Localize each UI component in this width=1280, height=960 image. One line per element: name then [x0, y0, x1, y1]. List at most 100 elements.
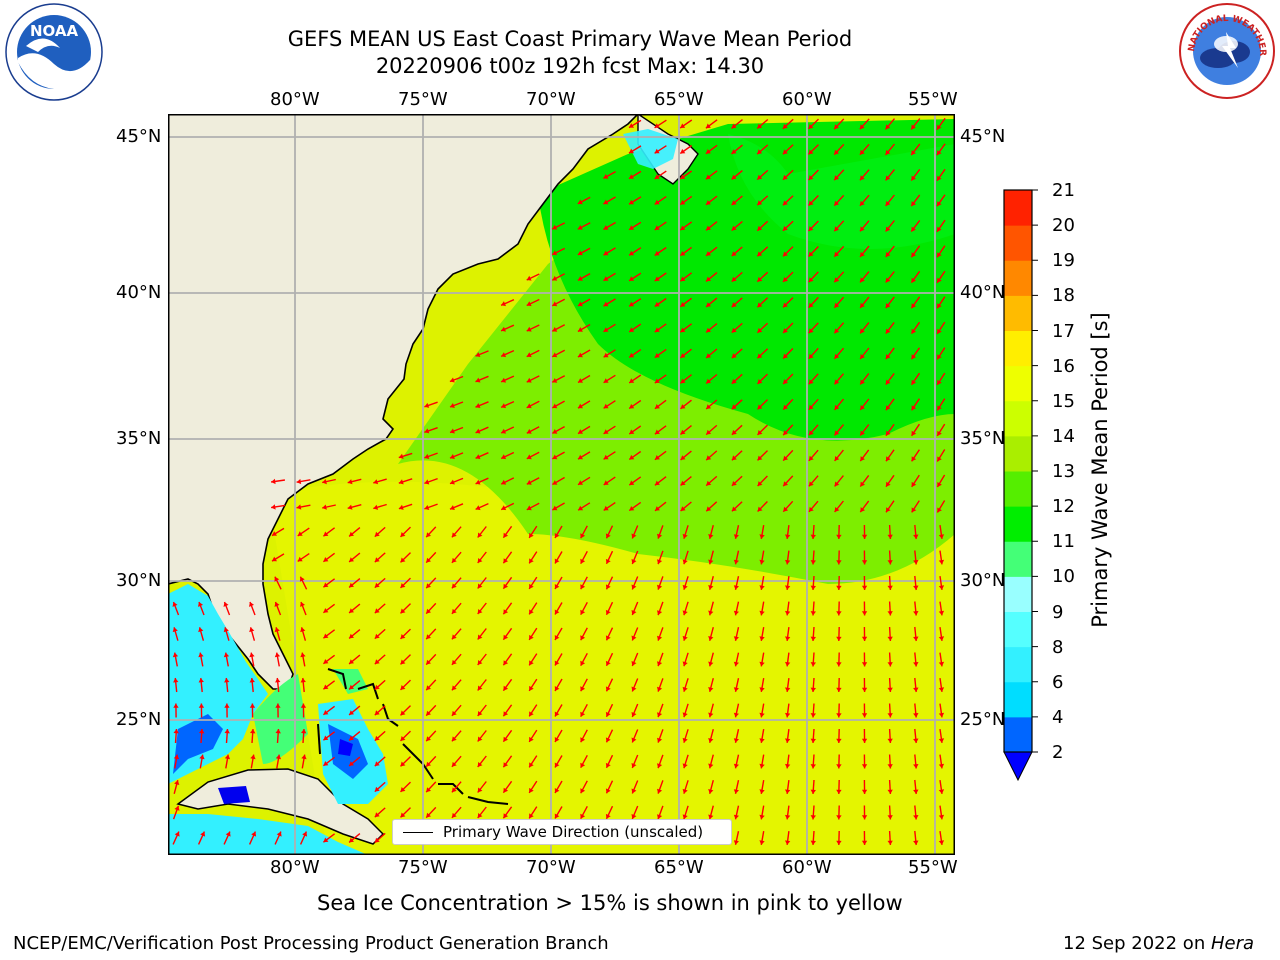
- wave-arrow-head: [682, 533, 688, 539]
- wave-arrow-head: [274, 602, 280, 607]
- wave-arrow-head: [682, 610, 688, 616]
- wave-arrow-head: [477, 532, 483, 538]
- wave-arrow-head: [859, 175, 865, 181]
- wave-arrow-head: [552, 454, 558, 460]
- wave-arrow-head: [477, 736, 483, 742]
- wave-arrow-head: [475, 377, 481, 383]
- wave-arrow-head: [937, 379, 942, 385]
- lon-tick-top-70w: 70°W: [526, 89, 576, 110]
- wave-arrow-head: [577, 352, 583, 358]
- wave-arrow-head: [526, 301, 532, 307]
- wave-arrow-head: [757, 149, 763, 155]
- lon-tick-bottom-80w: 80°W: [270, 857, 320, 878]
- map-frame: [168, 114, 955, 855]
- wave-arrow-head: [913, 738, 919, 743]
- wave-arrow-head: [705, 149, 711, 154]
- wave-arrow-head: [347, 479, 353, 485]
- wave-arrow-head: [629, 327, 635, 332]
- wave-arrow-head: [271, 504, 276, 510]
- wave-arrow-head: [911, 201, 916, 207]
- wave-arrow-head: [757, 302, 763, 308]
- colorbar-tick-label: 4: [1052, 706, 1064, 728]
- wave-arrow-head: [654, 378, 660, 384]
- wave-arrow-head: [810, 611, 816, 616]
- wave-arrow-head: [708, 636, 714, 641]
- wave-arrow-head: [810, 840, 816, 845]
- wave-arrow-head: [552, 224, 558, 230]
- wave-arrow-head: [503, 711, 509, 717]
- wave-arrow-head: [834, 353, 840, 359]
- chart-title: GEFS MEAN US East Coast Primary Wave Mea…: [250, 26, 890, 80]
- wave-arrow-head: [913, 611, 919, 616]
- wave-arrow-head: [759, 585, 765, 590]
- wave-arrow-head: [834, 430, 840, 436]
- credit-text: NCEP/EMC/Verification Post Processing Pr…: [13, 933, 609, 954]
- wave-arrow-head: [577, 327, 583, 332]
- wave-arrow-head: [938, 534, 945, 539]
- wave-arrow-head: [808, 379, 814, 385]
- wave-arrow-head: [503, 558, 509, 564]
- wave-arrow-head: [578, 454, 583, 460]
- wave-arrow-head: [938, 610, 945, 616]
- wave-arrow-head: [810, 789, 816, 794]
- wave-arrow-head: [605, 737, 611, 743]
- wave-arrow-head: [349, 761, 354, 766]
- wave-arrow-head: [605, 635, 611, 641]
- wave-arrow-head: [475, 352, 481, 357]
- wave-arrow-head: [603, 276, 609, 281]
- wave-arrow-head: [629, 123, 634, 128]
- wave-arrow-head: [451, 634, 457, 640]
- wave-arrow-head: [526, 479, 532, 485]
- wave-arrow-head: [886, 507, 891, 513]
- wave-arrow-head: [936, 124, 942, 130]
- wave-arrow-head: [913, 815, 919, 820]
- wave-arrow-head: [733, 814, 739, 820]
- wave-arrow-head: [198, 627, 204, 633]
- wave-arrow-head: [836, 764, 842, 769]
- wave-arrow-head: [249, 602, 254, 607]
- wave-period-map: [168, 114, 955, 855]
- wave-arrow-head: [629, 174, 634, 179]
- lat-tick-left-35n: 35°N: [116, 428, 162, 449]
- wave-arrow-head: [708, 661, 714, 667]
- wave-arrow-head: [224, 703, 230, 708]
- wave-arrow-head: [400, 812, 406, 818]
- wave-arrow-head: [938, 738, 945, 743]
- colorbar-tick-label: 18: [1052, 285, 1075, 307]
- wave-arrow-head: [275, 754, 282, 760]
- wave-arrow-head: [731, 404, 737, 410]
- colorbar-tick-label: 12: [1052, 496, 1075, 518]
- colorbar-tick-label: 20: [1052, 215, 1075, 237]
- colorbar-under-extend: [1003, 751, 1033, 782]
- wave-arrow-head: [682, 584, 688, 590]
- wave-arrow-head: [785, 559, 791, 565]
- wave-arrow-head: [349, 659, 354, 664]
- map-legend: Primary Wave Direction (unscaled): [392, 819, 732, 845]
- wave-arrow-head: [654, 327, 660, 333]
- date-stamp: 12 Sep 2022 on Hera: [1063, 933, 1254, 954]
- wave-arrow-head: [529, 736, 534, 742]
- wave-arrow-head: [759, 534, 765, 539]
- wave-arrow-head: [297, 556, 303, 562]
- wave-arrow-head: [526, 505, 532, 511]
- wave-arrow-head: [657, 814, 663, 820]
- wave-arrow-head: [654, 353, 660, 358]
- wave-arrow-head: [887, 560, 893, 565]
- wave-arrow-head: [629, 403, 635, 409]
- wave-arrow-head: [400, 557, 406, 563]
- wave-arrow-head: [451, 685, 457, 691]
- noaa-logo-text: NOAA: [30, 22, 79, 40]
- wave-arrow-head: [580, 813, 586, 819]
- wave-arrow-head: [554, 584, 560, 589]
- lat-tick-left-40n: 40°N: [116, 282, 162, 303]
- wave-arrow-head: [529, 711, 534, 717]
- wave-arrow-head: [808, 430, 814, 436]
- wave-arrow-head: [783, 506, 789, 512]
- wave-arrow-head: [426, 736, 431, 742]
- wave-arrow-head: [836, 840, 842, 845]
- wave-arrow-head: [731, 251, 737, 256]
- lat-tick-right-40n: 40°N: [960, 282, 1006, 303]
- wave-arrow-head: [783, 430, 788, 436]
- wave-arrow-head: [708, 712, 714, 718]
- lon-tick-bottom-70w: 70°W: [526, 857, 576, 878]
